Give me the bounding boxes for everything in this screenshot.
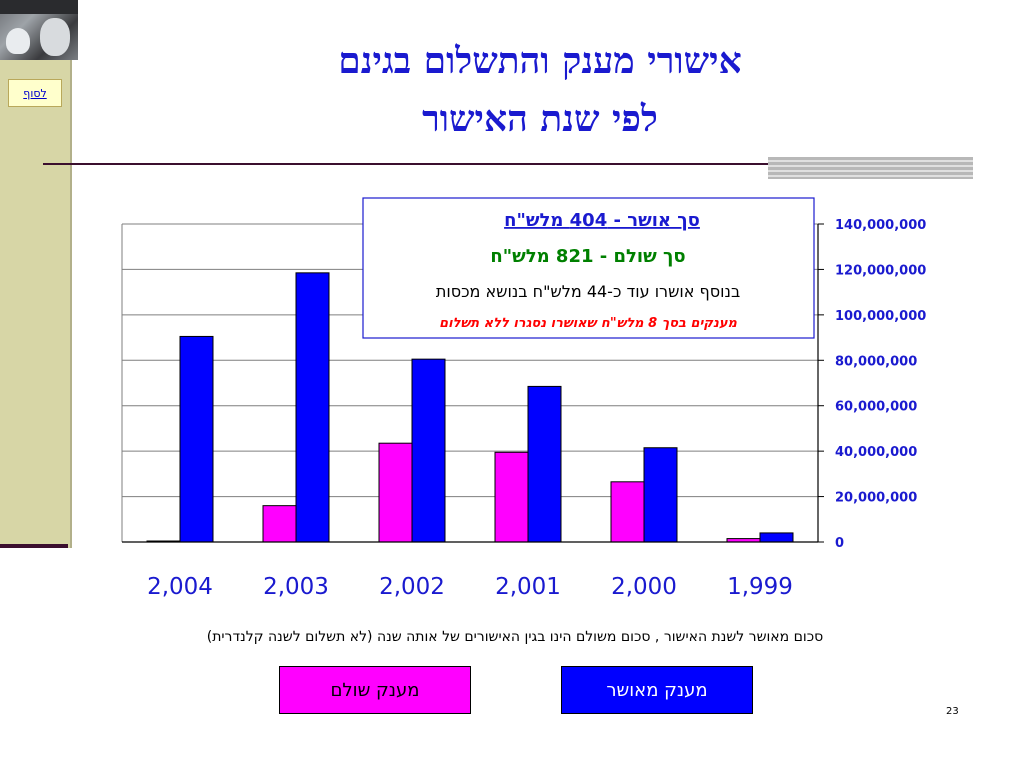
bar-approved <box>527 385 562 543</box>
decorative-stripes <box>768 157 973 179</box>
y-tick-label: 60,000,000 <box>835 400 917 415</box>
y-tick-label: 120,000,000 <box>835 263 926 278</box>
x-tick-label: 2,000 <box>611 574 677 600</box>
page-title-line1: אישורי מענק והתשלום בגינם <box>338 40 742 82</box>
bar-approved <box>411 358 446 543</box>
thumbnail-photo <box>0 0 78 60</box>
legend-paid: מענק שולם <box>279 666 471 714</box>
legend-approved: מענק מאושר <box>561 666 753 714</box>
x-tick-label: 1,999 <box>727 574 793 600</box>
annotation-box <box>362 197 815 339</box>
bar-paid <box>494 451 529 543</box>
bar-paid <box>262 505 297 543</box>
y-tick-label: 20,000,000 <box>835 491 917 506</box>
y-tick-label: 40,000,000 <box>835 445 917 460</box>
axes-layer <box>121 223 824 543</box>
bar-approved <box>643 447 678 543</box>
annotation-line3: בנוסף אושרו עוד כ-44 מלש"ח בנושא מכסות <box>436 282 740 301</box>
annotation-line2: סך שולם - 821 מלש"ח <box>490 246 685 267</box>
annotation-line4: מענקים בסך 8 מלש"ח שאושרו נסגרו ללא תשלו… <box>439 316 737 331</box>
bar-approved <box>759 532 794 543</box>
y-tick-labels: 0 20,000,000 40,000,000 60,000,000 80,000,00… <box>835 218 926 551</box>
page-number: 23 <box>946 706 959 717</box>
y-tick-label: 100,000,000 <box>835 309 926 324</box>
x-tick-label: 2,001 <box>495 574 561 600</box>
x-tick-labels: 2,004 2,003 2,002 2,001 2,000 1,999 <box>147 574 793 600</box>
bar-paid <box>610 481 645 543</box>
bar-paid <box>378 442 413 543</box>
y-tick-label: 80,000,000 <box>835 354 917 369</box>
x-tick-label: 2,004 <box>147 574 213 600</box>
bar-approved <box>295 272 330 543</box>
to-end-link[interactable]: לסוף <box>8 79 62 107</box>
page-title-line2: לפי שנת האישור <box>422 98 658 140</box>
sidebar-divider <box>0 544 68 548</box>
annotation-line1: סך אושר - 404 מלש"ח <box>504 210 700 231</box>
y-tick-label: 0 <box>835 536 844 551</box>
x-tick-label: 2,003 <box>263 574 329 600</box>
title-divider <box>43 163 973 165</box>
bar-approved <box>179 335 214 543</box>
chart-footnote: סכום מאושר לשנת האישור , סכום משולם הינו… <box>207 629 823 645</box>
x-tick-label: 2,002 <box>379 574 445 600</box>
y-tick-label: 140,000,000 <box>835 218 926 233</box>
